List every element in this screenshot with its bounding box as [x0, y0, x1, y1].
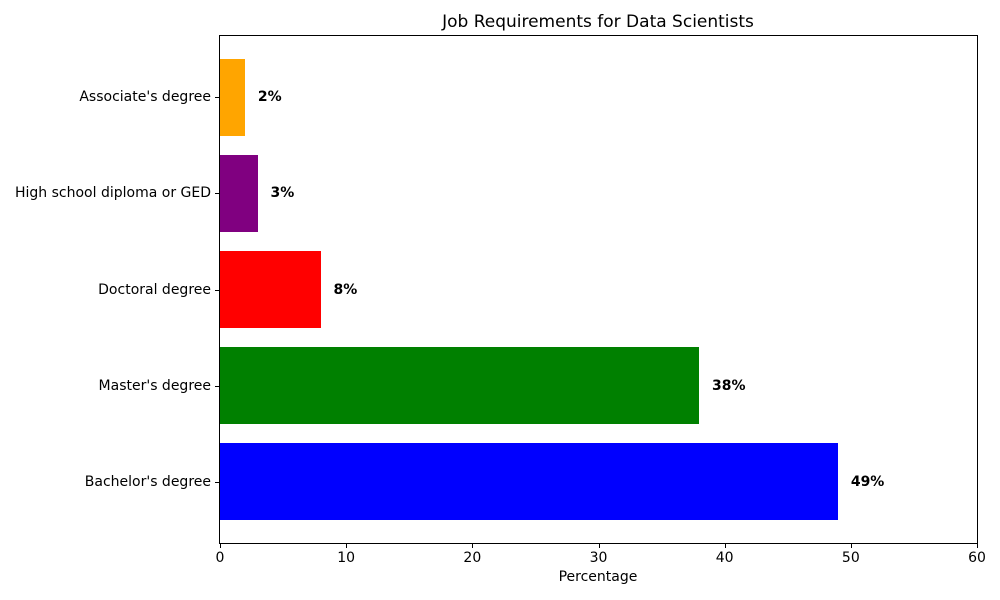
bar: [220, 251, 321, 328]
bar-value-label: 38%: [712, 377, 746, 394]
bar-value-label: 49%: [850, 473, 885, 490]
x-tick-label: 30: [589, 550, 608, 566]
y-tick-label: Bachelor's degree: [84, 473, 211, 490]
y-tick-label: Doctoral degree: [98, 281, 211, 298]
y-tick-mark: [215, 289, 219, 291]
y-tick-mark: [215, 385, 219, 387]
x-tick-mark: [472, 544, 474, 548]
y-tick-mark: [215, 97, 219, 99]
y-tick-label: Master's degree: [98, 377, 211, 394]
bar: [220, 443, 839, 520]
y-tick-label: High school diploma or GED: [15, 185, 211, 202]
bar: [220, 347, 700, 424]
x-tick-mark: [598, 544, 600, 548]
bar: [220, 59, 246, 136]
x-tick-label: 20: [463, 550, 482, 566]
x-tick-mark: [346, 544, 348, 548]
bar-value-label: 3%: [270, 185, 295, 202]
bar-value-label: 8%: [333, 281, 358, 298]
x-tick-mark: [220, 544, 221, 548]
plot-area: [219, 35, 978, 544]
x-tick-label: 60: [968, 550, 986, 566]
bar-value-label: 2%: [257, 89, 282, 106]
x-tick-label: 0: [215, 550, 225, 566]
y-tick-mark: [215, 481, 219, 483]
x-tick-mark: [724, 544, 726, 548]
x-tick-label: 40: [715, 550, 734, 566]
y-tick-mark: [215, 193, 219, 195]
x-tick-mark: [977, 544, 978, 548]
x-axis-label: Percentage: [558, 569, 638, 585]
x-tick-label: 50: [841, 550, 860, 566]
x-tick-label: 10: [337, 550, 356, 566]
y-tick-label: Associate's degree: [79, 89, 211, 106]
chart-title: Job Requirements for Data Scientists: [442, 12, 754, 32]
bar: [220, 155, 258, 232]
x-tick-mark: [850, 544, 852, 548]
